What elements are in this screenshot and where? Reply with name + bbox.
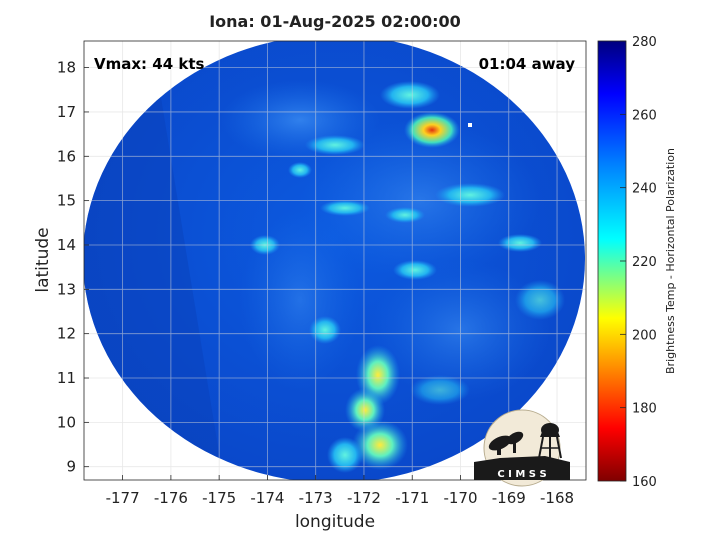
y-ticks: 9 10 11 12 13 14 15 16 17 18 (57, 59, 89, 476)
colorbar-tick-label: 180 (632, 402, 657, 417)
away-annotation: 01:04 away (479, 55, 576, 73)
y-tick-label: 12 (57, 325, 76, 343)
colorbar-tick-label: 240 (632, 182, 657, 197)
storm-center-marker (468, 123, 472, 127)
y-tick-label: 18 (57, 59, 76, 77)
colorbar-tick-label: 220 (632, 255, 657, 270)
x-tick-label: -170 (443, 489, 477, 507)
y-tick-label: 9 (66, 458, 76, 476)
x-tick-label: -173 (299, 489, 333, 507)
colorbar-tick-label: 200 (632, 328, 657, 343)
colorbar-tick-label: 160 (632, 475, 657, 490)
x-axis-label: longitude (295, 512, 375, 532)
x-tick-label: -172 (347, 489, 381, 507)
colorbar-label: Brightness Temp - Horizontal Polarizatio… (664, 148, 677, 374)
colorbar-ticks: 160 180 200 220 240 260 280 (620, 35, 657, 490)
y-tick-label: 16 (57, 147, 76, 165)
x-tick-label: -177 (106, 489, 140, 507)
x-tick-label: -174 (250, 489, 284, 507)
colorbar-tick-label: 280 (632, 35, 657, 50)
x-tick-label: -176 (154, 489, 188, 507)
y-tick-label: 13 (57, 280, 76, 298)
y-tick-label: 10 (57, 413, 76, 431)
y-tick-label: 11 (57, 369, 76, 387)
x-tick-label: -169 (492, 489, 526, 507)
x-tick-label: -168 (540, 489, 574, 507)
vmax-annotation: Vmax: 44 kts (94, 55, 204, 73)
grid (84, 41, 586, 480)
y-tick-label: 15 (57, 192, 76, 210)
cimss-logo (474, 409, 570, 487)
y-tick-label: 14 (57, 236, 76, 254)
plot-frame (83, 40, 587, 481)
y-axis-label: latitude (33, 227, 53, 292)
cimss-logo-text: C I M S S (497, 469, 546, 480)
colorbar-tick-label: 260 (632, 108, 657, 123)
y-tick-label: 17 (57, 103, 76, 121)
x-tick-label: -175 (202, 489, 236, 507)
x-tick-label: -171 (395, 489, 429, 507)
page-title: Iona: 01-Aug-2025 02:00:00 (209, 12, 461, 31)
x-ticks: -177 -176 -175 -174 -173 -172 -171 -170 -169 -168 (106, 475, 574, 507)
